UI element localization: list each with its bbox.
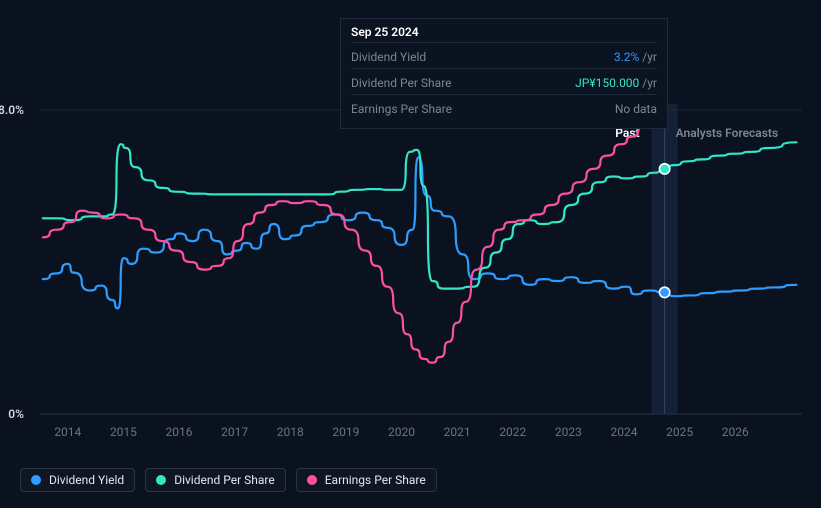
svg-text:2024: 2024 — [611, 425, 638, 439]
svg-text:2023: 2023 — [555, 425, 582, 439]
tooltip-row: Dividend Per Share JP¥150.000/yr — [351, 68, 657, 94]
legend-swatch — [156, 475, 166, 485]
tooltip-unit: /yr — [642, 50, 657, 64]
tooltip-value: JP¥150.000 — [575, 76, 639, 90]
legend-label: Dividend Yield — [49, 473, 124, 487]
svg-text:2018: 2018 — [277, 425, 304, 439]
svg-text:2015: 2015 — [110, 425, 137, 439]
svg-text:2016: 2016 — [166, 425, 193, 439]
forecast-label: Analysts Forecasts — [676, 126, 778, 140]
tooltip-value: 3.2% — [614, 50, 639, 64]
svg-text:2021: 2021 — [444, 425, 471, 439]
tooltip-value: No data — [615, 102, 657, 116]
svg-text:2026: 2026 — [722, 425, 749, 439]
svg-text:2020: 2020 — [388, 425, 415, 439]
svg-text:0%: 0% — [8, 407, 24, 421]
tooltip-key: Dividend Per Share — [351, 76, 452, 90]
svg-text:2017: 2017 — [221, 425, 248, 439]
legend-swatch — [307, 475, 317, 485]
legend-label: Earnings Per Share — [325, 473, 426, 487]
tooltip-row: Earnings Per Share No data — [351, 94, 657, 120]
tooltip-date: Sep 25 2024 — [351, 25, 657, 42]
svg-text:2025: 2025 — [666, 425, 693, 439]
svg-text:2019: 2019 — [332, 425, 359, 439]
tooltip-row: Dividend Yield 3.2%/yr — [351, 42, 657, 68]
tooltip-key: Dividend Yield — [351, 50, 426, 64]
legend-bar: Dividend Yield Dividend Per Share Earnings… — [20, 468, 447, 492]
legend-swatch — [31, 475, 41, 485]
legend-dividend_per_share[interactable]: Dividend Per Share — [145, 468, 286, 492]
hover-tooltip: Sep 25 2024Dividend Yield3.2%/yrDividend… — [340, 18, 668, 129]
svg-text:2022: 2022 — [499, 425, 526, 439]
svg-text:8.0%: 8.0% — [0, 103, 24, 117]
legend-dividend_yield[interactable]: Dividend Yield — [20, 468, 135, 492]
svg-text:2014: 2014 — [54, 425, 81, 439]
dividend-chart: 8.0% 0% 2014 2015 2016 2017 2018 2019 2020 2021 20… — [0, 0, 821, 508]
tooltip-unit: /yr — [642, 76, 657, 90]
marker-dividend_per_share — [659, 164, 669, 174]
legend-label: Dividend Per Share — [174, 473, 275, 487]
tooltip-key: Earnings Per Share — [351, 102, 452, 116]
legend-earnings_per_share[interactable]: Earnings Per Share — [296, 468, 437, 492]
marker-dividend_yield — [659, 287, 669, 297]
